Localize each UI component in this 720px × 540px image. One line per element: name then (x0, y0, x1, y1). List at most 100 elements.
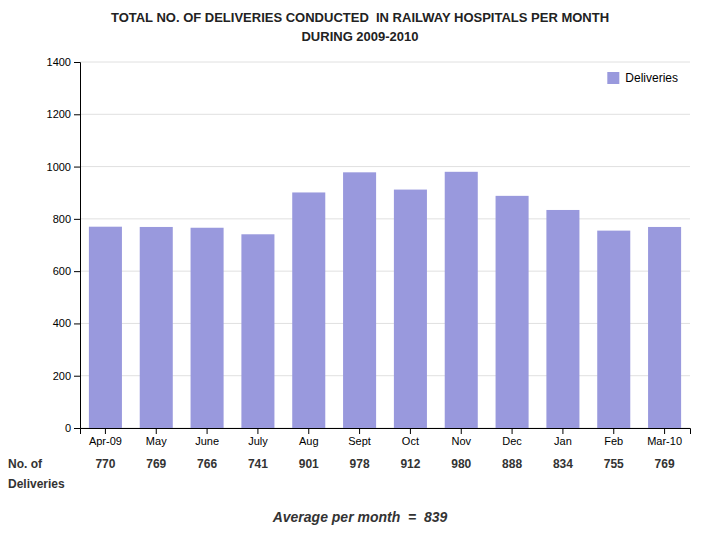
x-tick-mark (308, 428, 309, 434)
y-tick-mark (74, 376, 80, 377)
data-label: 741 (248, 457, 268, 471)
y-axis-line (74, 63, 81, 429)
y-tick-mark (74, 428, 80, 429)
y-tick-mark (74, 167, 80, 168)
data-label: 912 (400, 457, 420, 471)
data-label: 769 (146, 457, 166, 471)
subtitle: DURING 2009-2010 (301, 29, 418, 44)
x-tick-mark (257, 428, 258, 434)
bar (343, 172, 376, 428)
x-tick-mark (207, 428, 208, 434)
x-tick-label: May (146, 435, 167, 447)
legend: Deliveries (607, 71, 678, 85)
x-tick-mark (512, 428, 513, 434)
x-tick-label: Apr-09 (89, 435, 122, 447)
x-tick-mark (613, 428, 614, 434)
data-label: 980 (451, 457, 471, 471)
legend-swatch (607, 72, 619, 84)
y-tick-mark (74, 323, 80, 324)
y-tick-label: 1400 (47, 56, 71, 68)
bar (292, 192, 325, 428)
x-tick-label: Jan (554, 435, 572, 447)
y-axis: 0 200 400 600 800 1000 1200 1400 (47, 56, 81, 434)
x-tick: Aug (299, 428, 319, 447)
x-tick: Mar-10 (647, 428, 682, 447)
x-tick-label: July (248, 435, 268, 447)
data-label: 755 (604, 457, 624, 471)
y-tick-mark (74, 62, 80, 63)
y-tick: 1200 (47, 108, 80, 120)
x-tick: Dec (502, 428, 522, 447)
x-tick-mark (410, 428, 411, 434)
x-tick-mark (664, 428, 665, 434)
x-tick: July (248, 428, 268, 447)
data-label: 769 (655, 457, 675, 471)
x-tick: June (195, 428, 219, 447)
x-tick-label: Mar-10 (647, 435, 682, 447)
y-tick-label: 0 (65, 422, 71, 434)
data-label: 888 (502, 457, 522, 471)
x-tick-label: Feb (604, 435, 623, 447)
bars (89, 172, 681, 428)
bar (496, 196, 529, 428)
x-tick-mark (461, 428, 462, 434)
y-tick: 800 (53, 213, 80, 225)
grid-line (80, 62, 690, 63)
x-tick: May (146, 428, 167, 447)
y-tick-label: 600 (53, 265, 71, 277)
x-tick-mark (359, 428, 360, 434)
x-axis-line (81, 429, 691, 435)
y-tick: 1000 (47, 161, 80, 173)
x-tick: Sept (348, 428, 371, 447)
bar (191, 228, 224, 428)
y-tick-mark (74, 271, 80, 272)
x-tick-mark (562, 428, 563, 434)
grid (80, 62, 690, 428)
data-label: 978 (350, 457, 370, 471)
x-tick: Feb (604, 428, 623, 447)
x-tick: Apr-09 (89, 428, 122, 447)
y-tick: 1400 (47, 56, 80, 68)
grid-line (80, 114, 690, 115)
x-tick: Nov (451, 428, 471, 447)
y-tick-label: 400 (53, 317, 71, 329)
y-tick: 0 (65, 422, 80, 434)
x-tick: Oct (402, 428, 419, 447)
x-tick-label: Dec (502, 435, 522, 447)
data-label: 766 (197, 457, 217, 471)
bar (241, 234, 274, 428)
y-tick: 400 (53, 317, 80, 329)
bar (597, 231, 630, 428)
x-tick-mark (156, 428, 157, 434)
legend-item: Deliveries (607, 71, 678, 85)
x-tick-label: Aug (299, 435, 319, 447)
x-tick-label: June (195, 435, 219, 447)
bar (89, 227, 122, 428)
data-label: 834 (553, 457, 573, 471)
x-tick-label: Oct (402, 435, 419, 447)
annotation: No. of (8, 457, 43, 471)
x-tick-mark (105, 428, 106, 434)
data-label: 901 (299, 457, 319, 471)
data-labels: 770769766741901978912980888834755769 (95, 457, 675, 471)
chart: TOTAL NO. OF DELIVERIES CONDUCTED IN RAI… (0, 0, 720, 540)
x-tick-label: Sept (348, 435, 371, 447)
bar (140, 227, 173, 428)
title: TOTAL NO. OF DELIVERIES CONDUCTED IN RAI… (111, 10, 609, 25)
y-tick: 600 (53, 265, 80, 277)
bar (648, 227, 681, 428)
y-tick-label: 1200 (47, 108, 71, 120)
y-tick-mark (74, 114, 80, 115)
y-tick-mark (74, 219, 80, 220)
x-tick: Jan (554, 428, 572, 447)
x-tick-label: Nov (451, 435, 471, 447)
grid-line (80, 166, 690, 167)
bar (546, 210, 579, 428)
y-tick: 200 (53, 370, 80, 382)
y-tick-label: 200 (53, 370, 71, 382)
x-axis: Apr-09 May June July Aug Sept Oct Nov Dec Jan Feb M… (81, 428, 691, 447)
y-tick-label: 1000 (47, 161, 71, 173)
annotation: Deliveries (8, 477, 65, 491)
bar (394, 190, 427, 428)
y-tick-label: 800 (53, 213, 71, 225)
